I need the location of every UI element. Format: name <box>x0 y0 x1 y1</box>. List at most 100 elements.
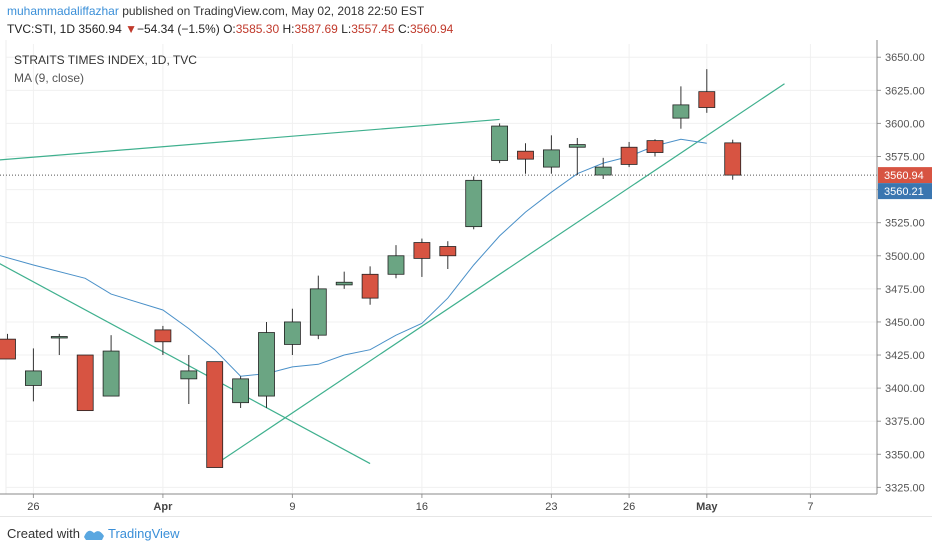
candle-body <box>232 378 250 404</box>
x-tick-label: May <box>696 501 718 513</box>
candle <box>283 308 301 356</box>
high-label: H: <box>282 22 295 36</box>
candle <box>465 176 483 230</box>
close-value: 3560.94 <box>409 22 454 36</box>
last-price-tag-label: 3560.94 <box>884 170 924 182</box>
y-tick-label: 3600.00 <box>885 118 925 130</box>
y-tick-label: 3525.00 <box>885 218 925 230</box>
symbol-label: TVC:STI, 1D <box>7 22 76 36</box>
candle <box>594 157 612 179</box>
close-label: C: <box>397 22 410 36</box>
candles[interactable] <box>0 69 742 468</box>
candle <box>180 355 198 404</box>
ma-line <box>0 138 707 377</box>
candle <box>232 376 250 408</box>
candle <box>491 123 509 164</box>
tradingview-logo-icon[interactable] <box>83 525 105 543</box>
y-tick-label: 3425.00 <box>885 350 925 362</box>
ma-last-tag-label: 3560.21 <box>884 186 924 198</box>
tradingview-brand[interactable]: TradingView <box>108 526 180 541</box>
x-tick-label: Apr <box>153 501 173 513</box>
last-price-tag <box>878 167 932 184</box>
ma-last-tag <box>878 183 932 200</box>
candle <box>646 139 664 157</box>
candle-body <box>154 329 172 343</box>
candle-body <box>387 255 405 275</box>
x-tick-label: 9 <box>289 501 295 513</box>
candle <box>387 245 405 279</box>
candle-body <box>465 179 483 228</box>
candle <box>413 238 431 277</box>
candle-body <box>491 125 509 161</box>
published-text: published on TradingView.com, May 02, 20… <box>122 4 425 18</box>
candle <box>102 335 120 397</box>
axes: 3325.00 3350.00 3375.00 3400.00 3425.00 3450.… <box>0 40 925 513</box>
candle <box>258 321 275 408</box>
low-label: L: <box>341 22 352 36</box>
candle <box>517 143 534 174</box>
candle <box>543 135 560 174</box>
candle-body <box>361 273 379 299</box>
candle-body <box>206 361 224 468</box>
candle-body <box>620 146 638 165</box>
down-arrow-icon: ▼ <box>125 22 137 36</box>
open-label: O: <box>223 22 236 36</box>
candle-body <box>672 104 690 119</box>
candle-body <box>594 166 612 176</box>
low-value: 3557.45 <box>351 22 395 36</box>
candle <box>0 333 16 360</box>
candle <box>206 361 224 468</box>
change-value: −54.34 (−1.5%) <box>136 22 220 36</box>
candle-body <box>543 149 560 168</box>
open-value: 3585.30 <box>235 22 280 36</box>
author-link[interactable]: muhammadaliffazhar <box>7 4 119 18</box>
y-tick-label: 3475.00 <box>885 284 925 296</box>
candlestick-chart[interactable]: 3325.00 3350.00 3375.00 3400.00 3425.00 3450.… <box>0 0 932 516</box>
y-tick-label: 3625.00 <box>885 85 925 97</box>
candle-body <box>309 288 327 336</box>
footer: Created with TradingView <box>0 516 932 551</box>
candle-body <box>517 150 534 160</box>
candle-body <box>283 321 301 345</box>
candle <box>24 348 42 402</box>
candle-body <box>24 370 42 386</box>
legend-ma: MA (9, close) <box>14 71 84 85</box>
y-tick-label: 3350.00 <box>885 449 925 461</box>
trendline <box>0 263 371 465</box>
candle-body <box>698 91 716 108</box>
candle <box>76 354 94 412</box>
candle-body <box>102 350 120 397</box>
x-tick-label: 23 <box>545 501 557 513</box>
created-with-text: Created with <box>7 526 80 541</box>
candle-body <box>439 246 457 257</box>
y-tick-label: 3375.00 <box>885 416 925 428</box>
candle <box>439 241 457 269</box>
candle-body <box>180 370 198 380</box>
y-tick-label: 3575.00 <box>885 152 925 164</box>
y-tick-label: 3325.00 <box>885 482 925 494</box>
high-value: 3587.69 <box>294 22 338 36</box>
candle-body <box>0 338 16 360</box>
candle-body <box>646 140 664 153</box>
candle <box>309 275 327 340</box>
grid <box>5 40 877 494</box>
y-tick-label: 3450.00 <box>885 317 925 329</box>
y-tick-label: 3400.00 <box>885 383 925 395</box>
candle <box>335 271 353 289</box>
ma-polyline <box>0 138 707 377</box>
candle-body <box>413 242 431 259</box>
last-price: 3560.94 <box>78 22 122 36</box>
x-tick-label: 26 <box>27 501 39 513</box>
candle-body <box>76 354 94 412</box>
candle-body <box>335 281 353 286</box>
candle <box>50 333 68 356</box>
legend-title: STRAITS TIMES INDEX, 1D, TVC <box>14 53 197 67</box>
candle <box>361 266 379 305</box>
candle-body <box>724 142 742 176</box>
ohlc-line: TVC:STI, 1D 3560.94 ▼−54.34 (−1.5%) O:35… <box>7 22 453 36</box>
candle-body <box>568 144 586 148</box>
candle-body <box>258 332 275 397</box>
candle <box>568 137 586 176</box>
publish-line: muhammadaliffazhar published on TradingV… <box>7 4 424 18</box>
candle <box>698 69 716 113</box>
